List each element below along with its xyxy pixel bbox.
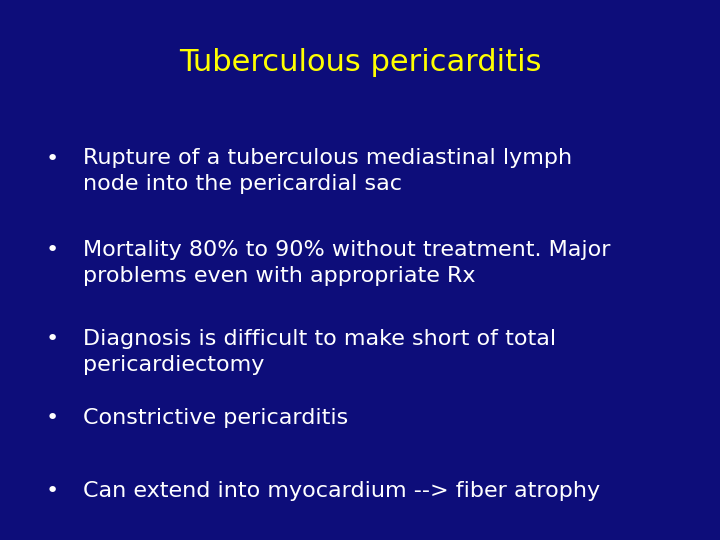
Text: •: •	[45, 329, 58, 349]
Text: Constrictive pericarditis: Constrictive pericarditis	[83, 408, 348, 428]
Text: Tuberculous pericarditis: Tuberculous pericarditis	[179, 48, 541, 77]
Text: Can extend into myocardium --> fiber atrophy: Can extend into myocardium --> fiber atr…	[83, 481, 600, 501]
Text: •: •	[45, 481, 58, 501]
Text: Mortality 80% to 90% without treatment. Major
problems even with appropriate Rx: Mortality 80% to 90% without treatment. …	[83, 240, 611, 286]
Text: •: •	[45, 148, 58, 168]
Text: Diagnosis is difficult to make short of total
pericardiectomy: Diagnosis is difficult to make short of …	[83, 329, 556, 375]
Text: •: •	[45, 240, 58, 260]
Text: •: •	[45, 408, 58, 428]
Text: Rupture of a tuberculous mediastinal lymph
node into the pericardial sac: Rupture of a tuberculous mediastinal lym…	[83, 148, 572, 194]
